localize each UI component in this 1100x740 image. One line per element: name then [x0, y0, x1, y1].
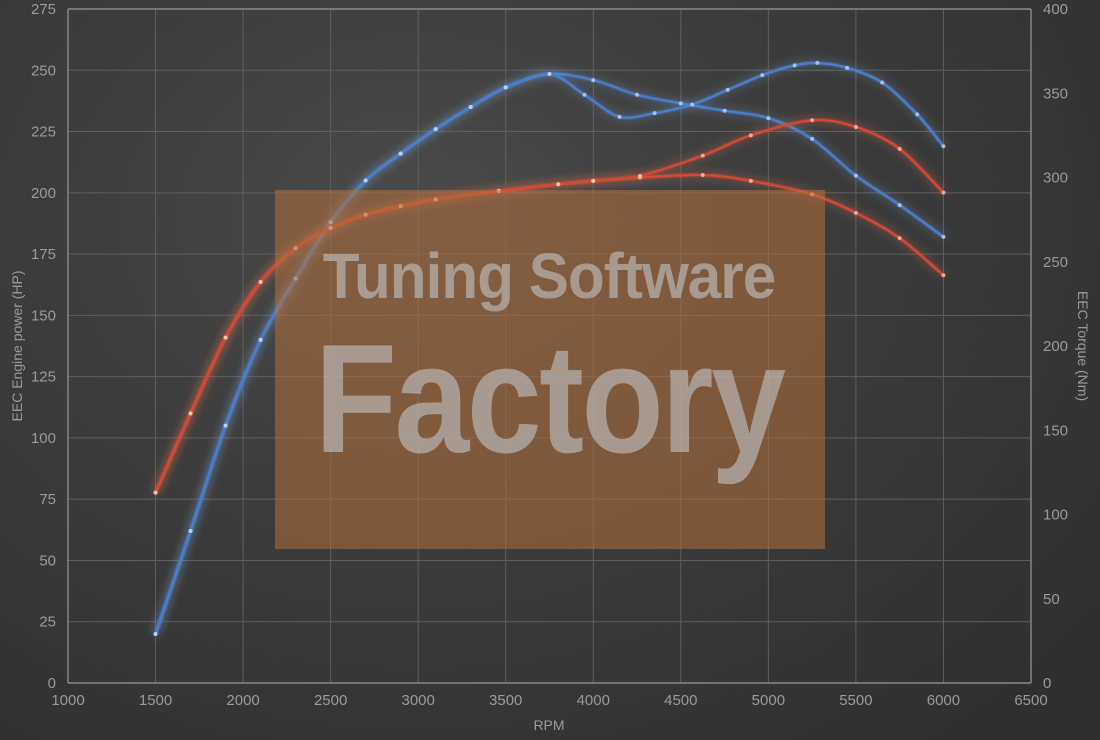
svg-text:Factory: Factory: [315, 311, 787, 485]
svg-text:1000: 1000: [51, 692, 84, 709]
svg-text:125: 125: [31, 369, 56, 386]
svg-text:EEC Torque (Nm): EEC Torque (Nm): [1075, 291, 1091, 401]
svg-text:4500: 4500: [664, 692, 697, 709]
svg-text:50: 50: [39, 552, 56, 569]
svg-text:4000: 4000: [577, 692, 610, 709]
svg-text:200: 200: [31, 185, 56, 202]
svg-text:300: 300: [1043, 170, 1068, 187]
svg-text:3500: 3500: [489, 692, 522, 709]
svg-text:350: 350: [1043, 85, 1068, 102]
svg-text:150: 150: [31, 307, 56, 324]
svg-text:1500: 1500: [139, 692, 172, 709]
svg-text:100: 100: [31, 430, 56, 447]
svg-text:0: 0: [48, 675, 56, 692]
svg-text:175: 175: [31, 246, 56, 263]
svg-text:0: 0: [1043, 675, 1051, 692]
svg-text:100: 100: [1043, 507, 1068, 524]
svg-text:Tuning Software: Tuning Software: [323, 241, 776, 312]
svg-text:400: 400: [1043, 1, 1068, 18]
svg-text:6500: 6500: [1014, 692, 1047, 709]
svg-text:75: 75: [39, 491, 56, 508]
svg-text:25: 25: [39, 614, 56, 631]
svg-text:2500: 2500: [314, 692, 347, 709]
svg-text:EEC Engine power (HP): EEC Engine power (HP): [9, 271, 25, 422]
svg-text:3000: 3000: [401, 692, 434, 709]
svg-text:50: 50: [1043, 591, 1060, 608]
svg-text:200: 200: [1043, 338, 1068, 355]
svg-text:2000: 2000: [226, 692, 259, 709]
svg-text:5000: 5000: [752, 692, 785, 709]
svg-text:150: 150: [1043, 422, 1068, 439]
svg-text:6000: 6000: [927, 692, 960, 709]
svg-text:5500: 5500: [839, 692, 872, 709]
svg-text:275: 275: [31, 1, 56, 18]
svg-text:RPM: RPM: [533, 717, 564, 733]
svg-text:225: 225: [31, 124, 56, 141]
svg-text:250: 250: [31, 62, 56, 79]
svg-text:250: 250: [1043, 254, 1068, 271]
